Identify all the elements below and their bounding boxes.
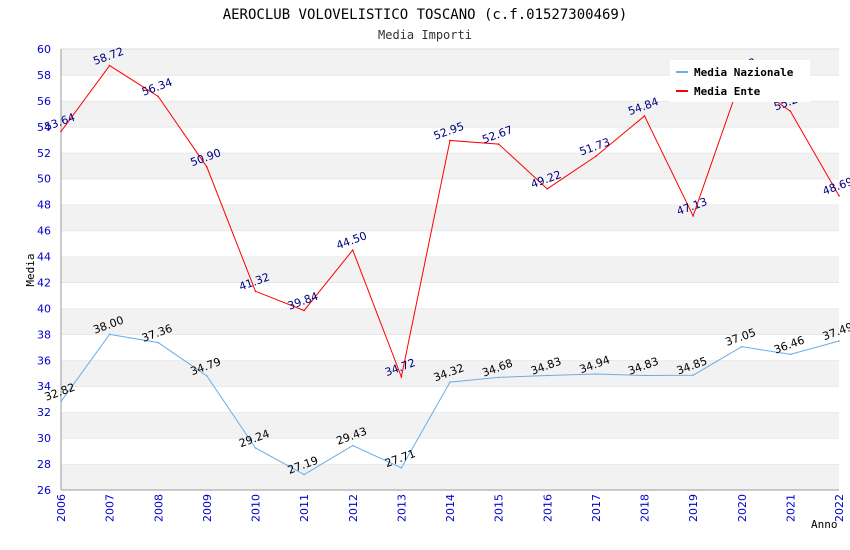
x-tick-label: 2018	[639, 494, 652, 522]
data-point	[497, 376, 500, 379]
data-point	[400, 376, 403, 378]
x-axis-label: Anno	[811, 518, 838, 531]
data-point	[643, 374, 646, 377]
data-point	[740, 345, 743, 348]
y-tick-label: 28	[37, 458, 51, 471]
series-group	[60, 64, 840, 476]
x-tick-label: 2009	[201, 494, 214, 522]
data-point	[692, 374, 694, 377]
grid-band	[61, 308, 839, 335]
x-tick-label: 2022	[833, 494, 846, 522]
y-tick-label: 40	[37, 302, 51, 315]
y-tick-label: 50	[37, 173, 51, 186]
data-point	[838, 340, 840, 342]
y-tick-label: 60	[37, 43, 51, 56]
data-point	[206, 166, 208, 168]
y-tick-label: 42	[37, 276, 51, 289]
grid-bands	[61, 48, 839, 490]
y-tick-label: 38	[37, 328, 51, 341]
data-point	[546, 188, 549, 190]
data-point	[351, 444, 354, 447]
x-tick-label: 2015	[493, 494, 506, 522]
data-point	[643, 115, 646, 117]
data-point	[206, 375, 208, 377]
legend-box	[670, 60, 810, 102]
data-point	[254, 447, 257, 449]
data-point	[449, 381, 451, 383]
data-point	[595, 373, 597, 375]
data-point	[108, 64, 111, 67]
data-point	[497, 143, 500, 145]
y-tick-label: 32	[37, 406, 51, 419]
y-tick-label: 52	[37, 147, 51, 160]
data-point	[351, 249, 354, 251]
y-tick-label: 30	[37, 432, 51, 445]
x-tick-label: 2010	[250, 494, 263, 522]
x-tick-label: 2020	[736, 494, 749, 522]
grid-band	[61, 230, 839, 257]
y-tick-label: 34	[37, 380, 51, 393]
x-tick-label: 2008	[152, 494, 165, 522]
data-point	[400, 467, 403, 469]
data-point	[595, 155, 597, 158]
x-tick-label: 2021	[784, 494, 797, 522]
data-point	[449, 139, 451, 142]
data-point	[157, 95, 160, 98]
x-tick-label: 2006	[55, 494, 68, 522]
data-point	[546, 374, 549, 377]
chart-subtitle: Media Importi	[378, 28, 472, 42]
data-point	[60, 400, 62, 403]
y-tick-label: 58	[37, 69, 51, 82]
data-point	[60, 130, 62, 133]
x-tick-label: 2012	[347, 494, 360, 522]
y-tick-label: 54	[37, 121, 51, 134]
grid-band	[61, 282, 839, 309]
y-axis-label: Media	[24, 253, 37, 286]
x-tick-label: 2017	[590, 494, 603, 522]
data-point	[108, 333, 111, 336]
data-point	[692, 215, 694, 217]
y-tick-label: 46	[37, 225, 51, 238]
y-tick-label: 44	[37, 251, 51, 264]
grid-band	[61, 178, 839, 205]
x-tick-label: 2013	[395, 494, 408, 522]
data-point	[157, 341, 160, 344]
y-tick-label: 36	[37, 354, 51, 367]
data-point	[789, 110, 792, 113]
data-point	[254, 290, 257, 293]
grid-band	[61, 152, 839, 179]
y-axis-ticks: 26 28 30 32 34 36 38 40 42 44 46 48 50 52 54 56 58 60	[37, 43, 51, 497]
x-tick-label: 2011	[298, 494, 311, 522]
data-point	[789, 353, 792, 356]
legend-entry: Media Nazionale	[694, 66, 794, 79]
grid-band	[61, 256, 839, 283]
grid-band	[61, 334, 839, 361]
x-tick-label: 2014	[444, 494, 457, 522]
data-point	[838, 194, 840, 197]
grid-band	[61, 464, 839, 490]
grid-band	[61, 204, 839, 231]
grid-band	[61, 386, 839, 413]
grid-band	[61, 412, 839, 439]
x-tick-label: 2007	[104, 494, 117, 522]
grid-band	[61, 438, 839, 465]
data-point	[303, 473, 305, 476]
legend-entry: Media Ente	[694, 85, 761, 98]
y-tick-label: 48	[37, 199, 51, 212]
x-tick-label: 2019	[687, 494, 700, 522]
data-point	[303, 309, 305, 312]
x-axis-ticks: 2006 2007 2008 2009 2010 2011 2012 2013 2014 2015…	[55, 494, 846, 522]
y-tick-label: 56	[37, 95, 51, 108]
chart-title: AEROCLUB VOLOVELISTICO TOSCANO (c.f.0152…	[223, 7, 628, 23]
x-tick-label: 2016	[541, 494, 554, 522]
grid-band	[61, 100, 839, 127]
y-tick-label: 26	[37, 484, 51, 497]
legend: Media Nazionale Media Ente	[670, 60, 810, 102]
